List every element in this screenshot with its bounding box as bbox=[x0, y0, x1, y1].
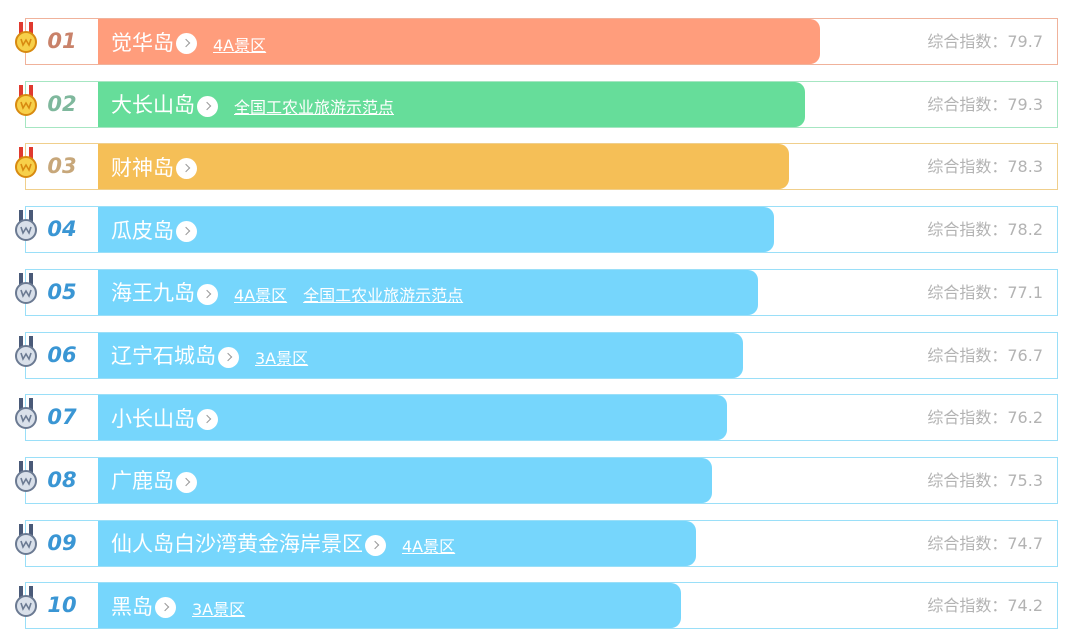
silver-medal-icon bbox=[13, 210, 39, 242]
score-value: 76.2 bbox=[1007, 408, 1043, 428]
rank-number: 05 bbox=[47, 279, 77, 304]
composite-score: 综合指数：77.1 bbox=[927, 270, 1043, 315]
score-label: 综合指数： bbox=[927, 345, 1008, 365]
score-bar: 财神岛 bbox=[98, 144, 789, 190]
score-label: 综合指数： bbox=[927, 596, 1008, 616]
chevron-right-icon[interactable] bbox=[176, 33, 197, 54]
score-label: 综合指数： bbox=[927, 282, 1008, 302]
chevron-right-icon[interactable] bbox=[197, 409, 218, 431]
scenic-tag-link[interactable]: 3A景区 bbox=[255, 349, 309, 368]
score-bar: 广鹿岛 bbox=[98, 457, 712, 503]
ranking-row[interactable]: 10 黑岛 3A景区 综合指数：74.2 bbox=[15, 582, 1058, 630]
gold-medal-icon bbox=[13, 84, 39, 117]
score-label: 综合指数： bbox=[927, 470, 1008, 490]
composite-score: 综合指数：79.7 bbox=[927, 19, 1043, 64]
silver-medal-icon bbox=[13, 398, 39, 430]
rank-number: 01 bbox=[47, 29, 77, 53]
scenic-tag-link[interactable]: 全国工农业旅游示范点 bbox=[303, 286, 464, 306]
rank-number: 06 bbox=[47, 342, 77, 367]
score-value: 78.3 bbox=[1007, 157, 1043, 177]
chevron-right-icon[interactable] bbox=[365, 534, 386, 556]
ranking-row[interactable]: 04 瓜皮岛 综合指数：78.2 bbox=[15, 206, 1058, 254]
island-name-link[interactable]: 广鹿岛 bbox=[111, 469, 174, 494]
ranking-row[interactable]: 01 觉华岛 4A景区 综合指数：79.7 bbox=[15, 18, 1058, 65]
score-value: 76.7 bbox=[1007, 345, 1043, 365]
silver-medal-icon bbox=[13, 523, 39, 556]
score-bar: 仙人岛白沙湾黄金海岸景区 4A景区 bbox=[98, 520, 696, 566]
score-value: 75.3 bbox=[1007, 470, 1043, 490]
score-bar: 黑岛 3A景区 bbox=[98, 583, 681, 629]
composite-score: 综合指数：74.7 bbox=[927, 521, 1043, 566]
composite-score: 综合指数：76.2 bbox=[927, 395, 1043, 440]
ranking-row[interactable]: 08 广鹿岛 综合指数：75.3 bbox=[15, 456, 1058, 504]
chevron-right-icon[interactable] bbox=[176, 471, 197, 493]
rank-number: 09 bbox=[47, 530, 77, 555]
island-name-link[interactable]: 黑岛 bbox=[111, 594, 153, 619]
island-name-link[interactable]: 小长山岛 bbox=[111, 406, 195, 431]
scenic-tag-link[interactable]: 全国工农业旅游示范点 bbox=[234, 98, 395, 118]
island-name-link[interactable]: 大长山岛 bbox=[111, 93, 195, 118]
composite-score: 综合指数：78.3 bbox=[927, 144, 1043, 189]
rank-number: 10 bbox=[47, 593, 77, 618]
score-value: 74.2 bbox=[1007, 596, 1043, 616]
score-bar: 大长山岛 全国工农业旅游示范点 bbox=[98, 81, 805, 127]
rank-number: 04 bbox=[47, 217, 77, 242]
score-bar: 辽宁石城岛 3A景区 bbox=[98, 332, 743, 378]
score-value: 79.7 bbox=[1007, 32, 1043, 51]
island-name-link[interactable]: 辽宁石城岛 bbox=[111, 344, 216, 368]
rank-number: 02 bbox=[47, 91, 77, 116]
score-bar: 觉华岛 4A景区 bbox=[98, 19, 820, 64]
chevron-right-icon[interactable] bbox=[197, 283, 218, 305]
rank-number: 08 bbox=[47, 467, 77, 492]
score-label: 综合指数： bbox=[927, 220, 1008, 240]
ranking-row[interactable]: 09 仙人岛白沙湾黄金海岸景区 4A景区 综合指数：74.7 bbox=[15, 519, 1058, 567]
score-bar: 瓜皮岛 bbox=[98, 207, 774, 253]
silver-medal-icon bbox=[13, 586, 39, 618]
composite-score: 综合指数：75.3 bbox=[927, 458, 1043, 503]
composite-score: 综合指数：74.2 bbox=[927, 583, 1043, 628]
island-name-link[interactable]: 财神岛 bbox=[111, 155, 174, 180]
scenic-tag-link[interactable]: 4A景区 bbox=[234, 286, 288, 306]
ranking-row[interactable]: 06 辽宁石城岛 3A景区 综合指数：76.7 bbox=[15, 331, 1058, 379]
scenic-tag-link[interactable]: 4A景区 bbox=[213, 35, 267, 55]
scenic-tag-link[interactable]: 4A景区 bbox=[402, 537, 456, 557]
score-label: 综合指数： bbox=[927, 533, 1008, 553]
score-value: 78.2 bbox=[1007, 220, 1043, 240]
chevron-right-icon[interactable] bbox=[176, 221, 197, 243]
chevron-right-icon[interactable] bbox=[176, 158, 197, 180]
island-name-link[interactable]: 海王九岛 bbox=[111, 281, 195, 306]
chevron-right-icon[interactable] bbox=[218, 346, 239, 368]
ranking-row[interactable]: 03 财神岛 综合指数：78.3 bbox=[15, 143, 1058, 191]
score-bar: 小长山岛 bbox=[98, 395, 727, 441]
chevron-right-icon[interactable] bbox=[197, 95, 218, 117]
rank-number: 03 bbox=[47, 154, 77, 179]
island-name-link[interactable]: 觉华岛 bbox=[111, 30, 174, 55]
chevron-right-icon[interactable] bbox=[155, 597, 176, 619]
score-bar: 海王九岛 4A景区 全国工农业旅游示范点 bbox=[98, 269, 758, 315]
silver-medal-icon bbox=[13, 335, 39, 368]
gold-medal-icon bbox=[13, 147, 39, 179]
score-label: 综合指数： bbox=[927, 32, 1008, 51]
silver-medal-icon bbox=[13, 460, 39, 493]
score-label: 综合指数： bbox=[927, 94, 1008, 114]
score-value: 77.1 bbox=[1007, 282, 1043, 302]
score-label: 综合指数： bbox=[927, 157, 1008, 177]
island-name-link[interactable]: 瓜皮岛 bbox=[111, 218, 174, 243]
score-value: 74.7 bbox=[1007, 533, 1043, 553]
scenic-tag-link[interactable]: 3A景区 bbox=[192, 599, 246, 619]
island-name-link[interactable]: 仙人岛白沙湾黄金海岸景区 bbox=[111, 532, 363, 557]
composite-score: 综合指数：79.3 bbox=[927, 82, 1043, 127]
score-label: 综合指数： bbox=[927, 408, 1008, 428]
gold-medal-icon bbox=[13, 22, 39, 54]
ranking-row[interactable]: 07 小长山岛 综合指数：76.2 bbox=[15, 394, 1058, 442]
composite-score: 综合指数：78.2 bbox=[927, 207, 1043, 252]
score-value: 79.3 bbox=[1007, 94, 1043, 114]
rank-number: 07 bbox=[47, 405, 77, 430]
ranking-row[interactable]: 02 大长山岛 全国工农业旅游示范点 综合指数：79.3 bbox=[15, 80, 1058, 128]
silver-medal-icon bbox=[13, 272, 39, 305]
composite-score: 综合指数：76.7 bbox=[927, 333, 1043, 378]
ranking-row[interactable]: 05 海王九岛 4A景区 全国工农业旅游示范点 综合指数：77.1 bbox=[15, 268, 1058, 316]
